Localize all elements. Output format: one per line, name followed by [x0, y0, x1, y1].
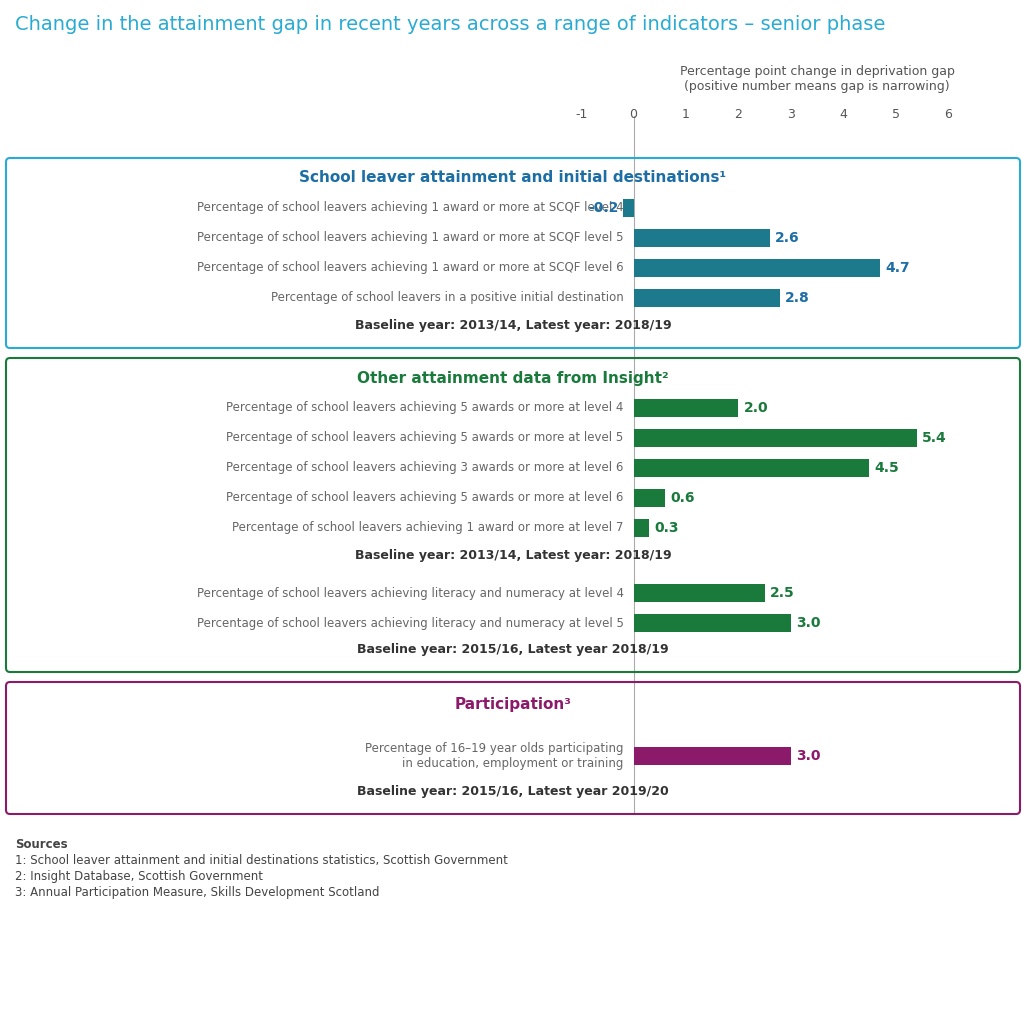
Text: Percentage of school leavers achieving literacy and numeracy at level 4: Percentage of school leavers achieving l…: [197, 587, 624, 599]
Text: 4: 4: [839, 108, 847, 121]
Text: 3: Annual Participation Measure, Skills Development Scotland: 3: Annual Participation Measure, Skills …: [15, 886, 379, 899]
FancyBboxPatch shape: [634, 289, 780, 307]
Text: Percentage of school leavers achieving literacy and numeracy at level 5: Percentage of school leavers achieving l…: [197, 617, 624, 629]
Text: 2.8: 2.8: [786, 291, 810, 305]
Text: -1: -1: [575, 108, 588, 121]
Text: 3.0: 3.0: [796, 749, 821, 763]
FancyBboxPatch shape: [634, 614, 791, 632]
Text: 0: 0: [630, 108, 637, 121]
Text: 4.5: 4.5: [874, 461, 899, 475]
Text: 2: Insight Database, Scottish Government: 2: Insight Database, Scottish Government: [15, 870, 263, 883]
FancyBboxPatch shape: [634, 259, 879, 277]
Text: 1: 1: [683, 108, 690, 121]
Text: Change in the attainment gap in recent years across a range of indicators – seni: Change in the attainment gap in recent y…: [15, 15, 886, 34]
Text: Baseline year: 2013/14, Latest year: 2018/19: Baseline year: 2013/14, Latest year: 201…: [355, 319, 671, 333]
Text: (positive number means gap is narrowing): (positive number means gap is narrowing): [685, 80, 950, 93]
Text: Percentage of 16–19 year olds participating
in education, employment or training: Percentage of 16–19 year olds participat…: [365, 742, 624, 770]
FancyBboxPatch shape: [634, 747, 791, 765]
Text: -0.2: -0.2: [588, 201, 619, 215]
Text: 5: 5: [892, 108, 900, 121]
Text: 0.6: 0.6: [670, 491, 695, 505]
Text: 3: 3: [787, 108, 795, 121]
Text: 2.0: 2.0: [743, 401, 768, 415]
FancyBboxPatch shape: [634, 229, 770, 247]
Text: Percentage of school leavers achieving 5 awards or more at level 4: Percentage of school leavers achieving 5…: [226, 402, 624, 414]
Text: School leaver attainment and initial destinations¹: School leaver attainment and initial des…: [299, 170, 727, 186]
FancyBboxPatch shape: [623, 199, 634, 217]
FancyBboxPatch shape: [634, 519, 650, 537]
FancyBboxPatch shape: [634, 429, 917, 447]
FancyBboxPatch shape: [634, 584, 765, 602]
Text: Participation³: Participation³: [455, 696, 571, 712]
Text: 4.7: 4.7: [885, 261, 909, 275]
Text: Sources: Sources: [15, 838, 68, 851]
Text: Percentage of school leavers achieving 1 award or more at SCQF level 4: Percentage of school leavers achieving 1…: [197, 201, 624, 215]
Text: Baseline year: 2015/16, Latest year 2018/19: Baseline year: 2015/16, Latest year 2018…: [357, 644, 669, 657]
Text: Percentage of school leavers achieving 5 awards or more at level 6: Percentage of school leavers achieving 5…: [226, 492, 624, 504]
Text: Baseline year: 2015/16, Latest year 2019/20: Baseline year: 2015/16, Latest year 2019…: [357, 785, 669, 799]
FancyBboxPatch shape: [634, 489, 665, 507]
Text: 1: School leaver attainment and initial destinations statistics, Scottish Govern: 1: School leaver attainment and initial …: [15, 854, 508, 867]
FancyBboxPatch shape: [634, 399, 738, 417]
Text: 2: 2: [734, 108, 742, 121]
Text: 3.0: 3.0: [796, 616, 821, 630]
Text: Percentage point change in deprivation gap: Percentage point change in deprivation g…: [679, 65, 955, 79]
Text: Percentage of school leavers achieving 5 awards or more at level 5: Percentage of school leavers achieving 5…: [227, 432, 624, 444]
Text: 6: 6: [944, 108, 952, 121]
Text: Percentage of school leavers in a positive initial destination: Percentage of school leavers in a positi…: [271, 291, 624, 305]
Text: 0.3: 0.3: [655, 521, 678, 535]
Text: Baseline year: 2013/14, Latest year: 2018/19: Baseline year: 2013/14, Latest year: 201…: [355, 549, 671, 562]
Text: Percentage of school leavers achieving 3 awards or more at level 6: Percentage of school leavers achieving 3…: [226, 462, 624, 474]
Text: 2.5: 2.5: [769, 586, 795, 600]
Text: Percentage of school leavers achieving 1 award or more at SCQF level 6: Percentage of school leavers achieving 1…: [197, 261, 624, 275]
Text: 5.4: 5.4: [922, 431, 946, 445]
FancyBboxPatch shape: [634, 459, 869, 477]
Text: Other attainment data from Insight²: Other attainment data from Insight²: [357, 371, 669, 385]
Text: 2.6: 2.6: [775, 231, 799, 245]
Text: Percentage of school leavers achieving 1 award or more at level 7: Percentage of school leavers achieving 1…: [232, 522, 624, 534]
Text: Percentage of school leavers achieving 1 award or more at SCQF level 5: Percentage of school leavers achieving 1…: [197, 231, 624, 245]
